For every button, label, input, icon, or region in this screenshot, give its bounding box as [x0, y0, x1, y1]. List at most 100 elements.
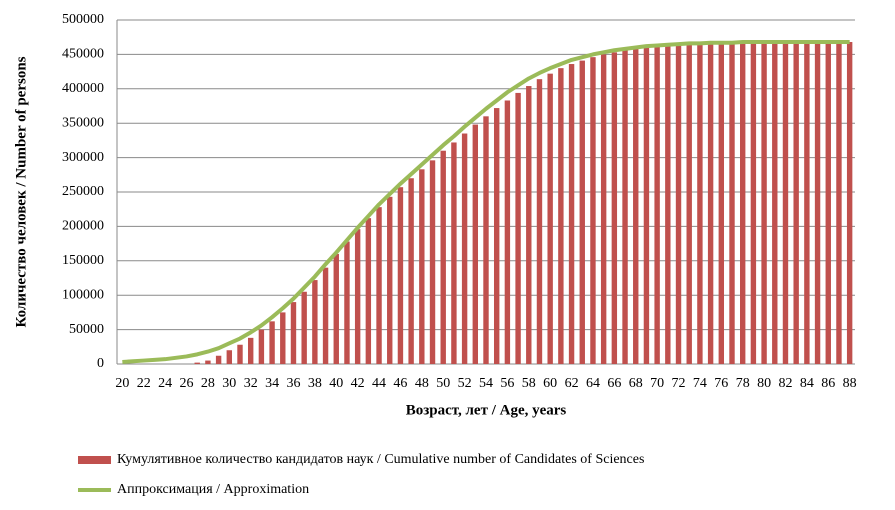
y-tick-label: 300000 [62, 150, 104, 165]
x-tick-label: 54 [479, 376, 493, 391]
approximation-line [122, 40, 850, 364]
bar [782, 42, 789, 365]
bar [504, 100, 511, 364]
bar [633, 48, 639, 365]
bar [825, 42, 831, 365]
y-tick-label: 100000 [62, 287, 104, 302]
bar [290, 302, 297, 364]
bar [515, 92, 521, 364]
bar [622, 50, 628, 364]
bar [365, 218, 372, 364]
bar [397, 187, 404, 364]
bar [258, 329, 265, 364]
bar [387, 196, 393, 364]
y-tick-label: 50000 [69, 322, 104, 337]
bar [429, 160, 436, 364]
x-tick-label: 50 [436, 376, 450, 391]
bar [643, 47, 650, 365]
bar [280, 312, 286, 364]
x-tick-label: 84 [800, 376, 814, 391]
bar [761, 42, 767, 364]
x-tick-label: 78 [736, 376, 750, 391]
x-tick-label: 74 [693, 376, 707, 391]
bar [354, 229, 361, 364]
bar [729, 42, 735, 364]
y-tick-label: 200000 [62, 219, 104, 234]
bar [483, 116, 489, 364]
y-tick-label: 0 [97, 356, 104, 371]
x-tick-label: 36 [286, 376, 300, 391]
bar [611, 52, 618, 364]
bar [376, 207, 382, 364]
x-tick-label: 32 [244, 376, 258, 391]
x-tick-label: 58 [522, 376, 536, 391]
bar [707, 43, 714, 364]
x-tick-label: 66 [607, 376, 621, 391]
bar [836, 42, 842, 365]
bar [312, 280, 318, 364]
x-tick-label: 44 [372, 376, 386, 391]
bar [547, 73, 553, 364]
x-tick-label: 82 [778, 376, 792, 391]
x-tick-label: 30 [222, 376, 236, 391]
legend-label: Кумулятивное количество кандидатов наук … [117, 452, 644, 467]
bar [536, 79, 543, 364]
y-tick-label: 500000 [62, 12, 104, 27]
x-tick-label: 76 [714, 376, 728, 391]
x-tick-label: 20 [115, 376, 129, 391]
bar [333, 253, 339, 364]
bar [750, 42, 757, 364]
x-tick-label: 64 [586, 376, 600, 391]
x-tick-label: 52 [458, 376, 472, 391]
x-tick-label: 70 [650, 376, 664, 391]
x-tick-label: 88 [843, 376, 857, 391]
x-tick-label: 28 [201, 376, 215, 391]
bar [408, 178, 414, 364]
y-tick-label: 250000 [62, 184, 104, 199]
x-tick-label: 24 [158, 376, 172, 391]
x-tick-label: 56 [500, 376, 514, 391]
x-tick-label: 40 [329, 376, 343, 391]
bar [322, 267, 329, 364]
x-tick-label: 80 [757, 376, 771, 391]
x-tick-label: 68 [629, 376, 643, 391]
x-tick-label: 48 [415, 376, 429, 391]
bar [686, 44, 692, 365]
legend-label: Аппроксимация / Approximation [117, 482, 309, 497]
bar [526, 86, 532, 364]
bar [419, 169, 425, 364]
y-tick-label: 400000 [62, 81, 104, 96]
y-tick-label: 350000 [62, 115, 104, 130]
bar [472, 124, 479, 365]
x-tick-label: 26 [180, 376, 194, 391]
bar [675, 44, 682, 364]
x-tick-label: 62 [565, 376, 579, 391]
bar [793, 42, 799, 365]
bar [205, 360, 211, 364]
bar [344, 241, 350, 364]
bar [718, 43, 725, 364]
x-tick-label: 38 [308, 376, 322, 391]
bar [301, 291, 307, 364]
x-tick-label: 22 [137, 376, 151, 391]
bar [215, 355, 222, 364]
bar [590, 57, 596, 364]
bar [247, 337, 254, 364]
bar [846, 42, 853, 365]
y-tick-label: 150000 [62, 253, 104, 268]
bar [739, 42, 746, 364]
x-tick-label: 72 [672, 376, 686, 391]
bar [579, 60, 585, 364]
x-tick-label: 34 [265, 376, 279, 391]
y-axis-title: Количество человек / Number of persons [13, 56, 29, 327]
bar [558, 68, 564, 364]
bar [269, 321, 275, 364]
bar [772, 42, 778, 365]
bar [665, 45, 671, 365]
x-tick-label: 60 [543, 376, 557, 391]
x-tick-label: 86 [821, 376, 835, 391]
bar [600, 54, 607, 365]
bar [804, 42, 810, 365]
bar [568, 64, 575, 365]
